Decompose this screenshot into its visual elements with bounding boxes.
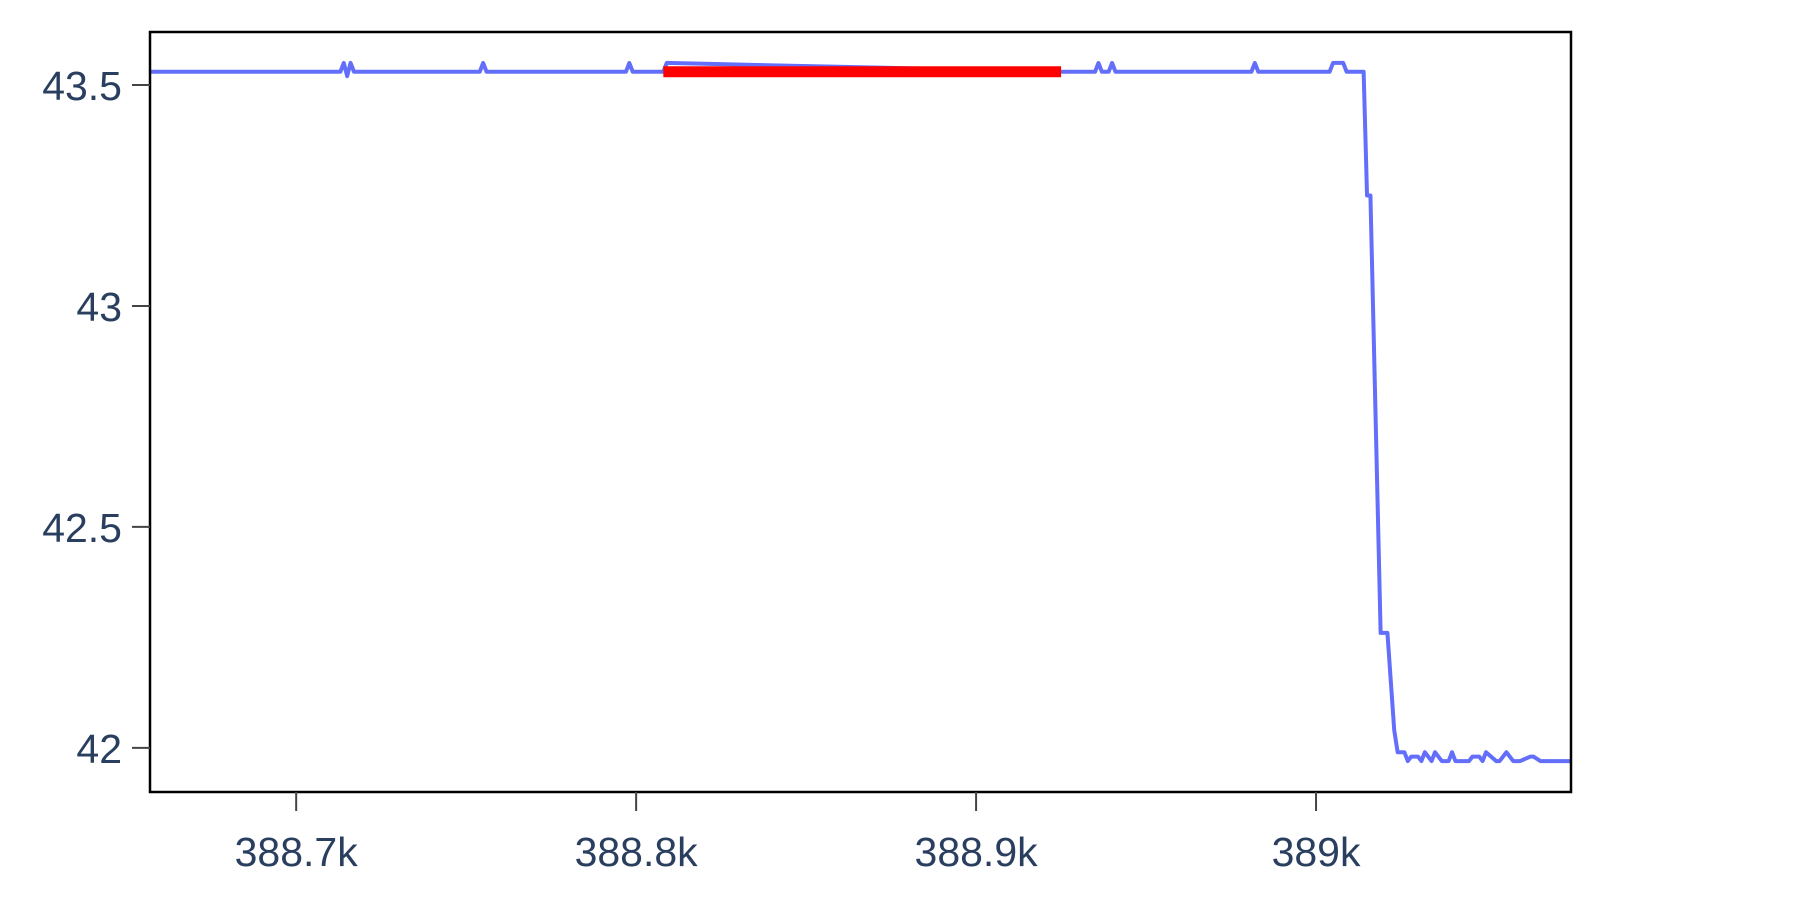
- plot-area: [150, 32, 1571, 792]
- y-axis: 42 42.5 43 43.5: [42, 63, 150, 772]
- plot-frame: [148, 30, 1573, 794]
- y-tick-label: 43: [76, 284, 122, 330]
- y-tick-label: 42: [76, 726, 122, 772]
- x-axis: 388.7k 388.8k 388.9k 389k: [235, 792, 1361, 875]
- y-tick-label: 42.5: [42, 505, 122, 551]
- series-line: [150, 60, 1571, 764]
- x-tick-label: 389k: [1272, 829, 1361, 875]
- x-tick-label: 388.9k: [915, 829, 1039, 875]
- y-tick-label: 43.5: [42, 63, 122, 109]
- x-tick-label: 388.8k: [575, 829, 699, 875]
- series-layer: [150, 60, 1571, 764]
- x-tick-label: 388.7k: [235, 829, 359, 875]
